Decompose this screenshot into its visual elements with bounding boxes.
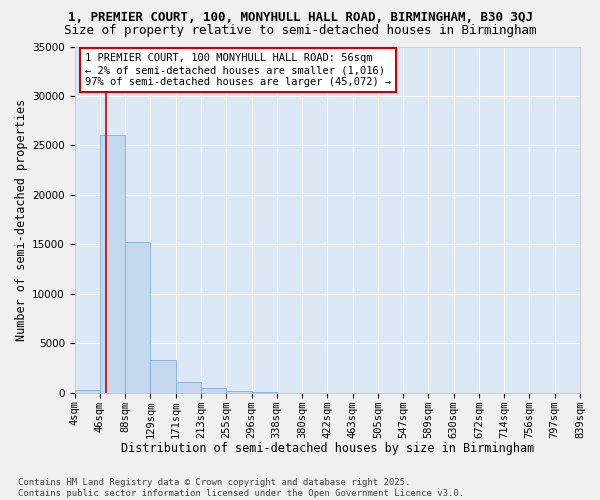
Text: Size of property relative to semi-detached houses in Birmingham: Size of property relative to semi-detach… — [64, 24, 536, 37]
Y-axis label: Number of semi-detached properties: Number of semi-detached properties — [15, 98, 28, 340]
X-axis label: Distribution of semi-detached houses by size in Birmingham: Distribution of semi-detached houses by … — [121, 442, 534, 455]
Bar — [125, 242, 151, 392]
Bar — [176, 382, 201, 392]
Bar — [74, 390, 100, 392]
Bar — [151, 360, 176, 392]
Bar — [226, 390, 251, 392]
Text: 1, PREMIER COURT, 100, MONYHULL HALL ROAD, BIRMINGHAM, B30 3QJ: 1, PREMIER COURT, 100, MONYHULL HALL ROA… — [67, 11, 533, 24]
Bar — [201, 388, 226, 392]
Bar — [100, 134, 125, 392]
Text: 1 PREMIER COURT, 100 MONYHULL HALL ROAD: 56sqm
← 2% of semi-detached houses are : 1 PREMIER COURT, 100 MONYHULL HALL ROAD:… — [85, 54, 391, 86]
Text: Contains HM Land Registry data © Crown copyright and database right 2025.
Contai: Contains HM Land Registry data © Crown c… — [18, 478, 464, 498]
